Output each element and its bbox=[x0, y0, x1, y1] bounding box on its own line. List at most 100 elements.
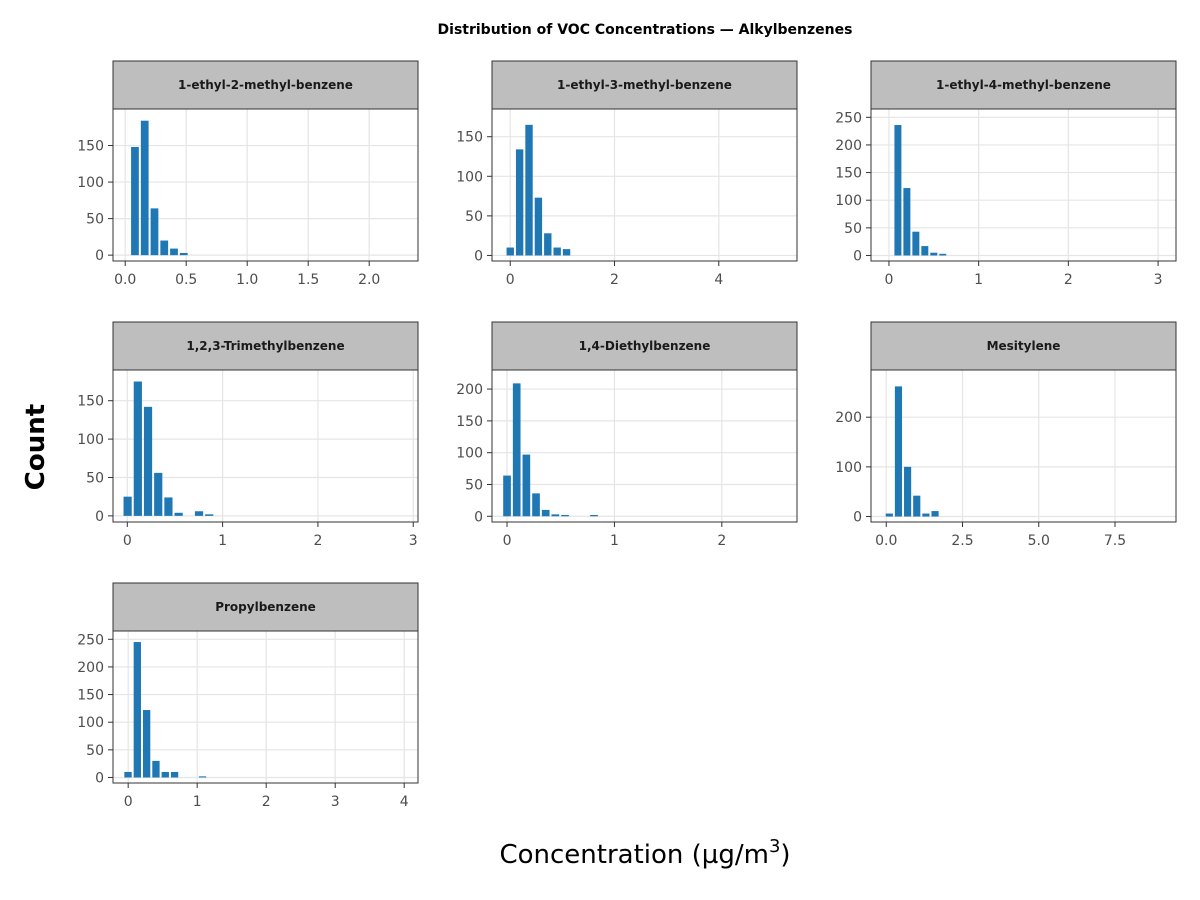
histogram-bar bbox=[522, 454, 531, 517]
x-tick-label: 0 bbox=[124, 794, 133, 810]
panel-background bbox=[871, 370, 1176, 522]
x-tick-label: 2 bbox=[262, 794, 271, 810]
histogram-bar bbox=[921, 246, 929, 256]
x-tick-label: 2 bbox=[717, 533, 726, 549]
y-tick-label: 50 bbox=[86, 743, 104, 759]
histogram-bar bbox=[544, 233, 552, 256]
histogram-bar bbox=[174, 512, 183, 516]
facet-strip bbox=[870, 321, 1177, 371]
y-tick-label: 100 bbox=[456, 446, 483, 462]
histogram-bar bbox=[124, 771, 132, 778]
facet-strip-label: Mesitylene bbox=[987, 339, 1061, 353]
x-tick-label: 3 bbox=[331, 794, 340, 810]
y-tick-label: 0 bbox=[95, 248, 104, 264]
y-tick-label: 0 bbox=[853, 510, 862, 526]
x-tick-label: 1 bbox=[974, 272, 983, 288]
y-tick-label: 100 bbox=[77, 175, 104, 191]
y-tick-label: 0 bbox=[474, 248, 483, 264]
facet-panels: 1-ethyl-2-methyl-benzene 0.0 0.5 1.0 1.5 2.0 0… bbox=[77, 60, 1177, 810]
chart-title: Distribution of VOC Concentrations — Alk… bbox=[438, 22, 853, 38]
y-tick-label: 50 bbox=[86, 212, 104, 228]
facet-panel: 1,2,3-Trimethylbenzene 0 1 2 3 0 50 100 150 bbox=[77, 321, 419, 549]
histogram-bar bbox=[160, 240, 169, 256]
histogram-bar bbox=[551, 514, 560, 517]
facet-panel: 1-ethyl-3-methyl-benzene 0 2 4 0 50 100 150 bbox=[456, 60, 798, 288]
facet-strip bbox=[870, 60, 1177, 110]
histogram-bar bbox=[131, 147, 139, 256]
facet-panel: 1,4-Diethylbenzene 0 1 2 0 50 100 150 200 bbox=[456, 321, 798, 549]
x-tick-label: 0 bbox=[123, 533, 132, 549]
histogram-bar bbox=[922, 513, 930, 517]
facet-panel: 1-ethyl-2-methyl-benzene 0.0 0.5 1.0 1.5 2.0 0… bbox=[77, 60, 419, 288]
panel-background bbox=[492, 370, 797, 522]
histogram-bar bbox=[142, 710, 151, 778]
histogram-bar bbox=[133, 642, 141, 778]
histogram-bar bbox=[532, 493, 540, 517]
facet-strip bbox=[112, 582, 419, 632]
histogram-bar bbox=[912, 231, 920, 256]
x-tick-label: 3 bbox=[409, 533, 418, 549]
y-tick-label: 100 bbox=[456, 169, 483, 185]
y-tick-label: 200 bbox=[77, 660, 104, 676]
histogram-bar bbox=[503, 475, 511, 517]
x-axis-title: Concentration (µg/m3) bbox=[499, 836, 790, 870]
histogram-bar bbox=[164, 497, 173, 516]
y-tick-label: 0 bbox=[474, 509, 483, 525]
histogram-bar bbox=[154, 472, 163, 516]
y-tick-label: 150 bbox=[835, 166, 862, 182]
histogram-bar bbox=[939, 253, 947, 256]
histogram-bar bbox=[894, 125, 902, 256]
histogram-bar bbox=[885, 513, 893, 517]
histogram-bar bbox=[894, 386, 903, 517]
facet-strip bbox=[112, 60, 419, 110]
x-tick-label: 2 bbox=[610, 272, 619, 288]
panel-background bbox=[113, 631, 418, 783]
x-tick-label: 1 bbox=[193, 794, 202, 810]
x-tick-label: 1 bbox=[610, 533, 619, 549]
histogram-bar bbox=[140, 120, 149, 256]
x-tick-label: 0 bbox=[884, 272, 893, 288]
facet-strip-label: 1-ethyl-3-methyl-benzene bbox=[557, 78, 732, 92]
x-tick-label: 2.0 bbox=[358, 272, 380, 288]
x-tick-label: 1 bbox=[218, 533, 227, 549]
y-tick-label: 200 bbox=[835, 138, 862, 154]
x-tick-label: 7.5 bbox=[1104, 533, 1126, 549]
histogram-bar bbox=[152, 760, 160, 778]
panel-background bbox=[113, 370, 418, 522]
histogram-bar bbox=[534, 197, 543, 256]
facet-strip-label: Propylbenzene bbox=[215, 600, 316, 614]
x-tick-label: 5.0 bbox=[1028, 533, 1050, 549]
panel-background bbox=[492, 109, 797, 261]
histogram-bar bbox=[930, 252, 938, 256]
facet-panel: Propylbenzene 0 1 2 3 4 0 50 100 150 200 250 bbox=[77, 582, 419, 810]
facet-strip bbox=[491, 321, 798, 371]
x-axis-title-close: ) bbox=[780, 840, 790, 870]
x-tick-label: 1.5 bbox=[297, 272, 319, 288]
x-tick-label: 1.0 bbox=[236, 272, 258, 288]
histogram-bar bbox=[512, 383, 521, 517]
histogram-bar bbox=[913, 495, 921, 517]
histogram-bar bbox=[194, 511, 204, 516]
histogram-bar bbox=[903, 188, 911, 256]
x-tick-label: 0.0 bbox=[114, 272, 136, 288]
histogram-bar bbox=[205, 514, 214, 516]
y-tick-label: 0 bbox=[95, 770, 104, 786]
histogram-bar bbox=[133, 381, 142, 516]
y-tick-label: 100 bbox=[77, 715, 104, 731]
y-tick-label: 150 bbox=[77, 394, 104, 410]
histogram-bar bbox=[525, 124, 533, 256]
x-axis-title-superscript: 3 bbox=[769, 836, 780, 857]
histogram-bar bbox=[553, 247, 561, 256]
histogram-bar bbox=[904, 466, 912, 517]
panel-background bbox=[113, 109, 418, 261]
y-tick-label: 200 bbox=[835, 410, 862, 426]
histogram-bar bbox=[179, 252, 188, 256]
facet-strip-label: 1-ethyl-4-methyl-benzene bbox=[936, 78, 1111, 92]
x-tick-label: 2.5 bbox=[951, 533, 973, 549]
y-tick-label: 100 bbox=[835, 193, 862, 209]
x-tick-label: 2 bbox=[313, 533, 322, 549]
y-tick-label: 150 bbox=[77, 139, 104, 155]
y-tick-label: 0 bbox=[853, 248, 862, 264]
histogram-bar bbox=[143, 406, 153, 516]
